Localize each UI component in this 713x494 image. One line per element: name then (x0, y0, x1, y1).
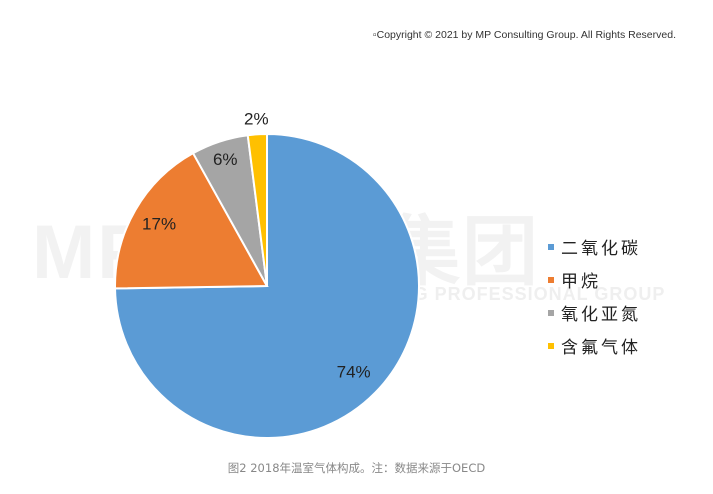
legend-label-n2o: 氧化亚氮 (561, 305, 641, 325)
data-label-fgas: 2% (244, 109, 269, 128)
legend-swatch-n2o (548, 309, 554, 316)
data-label-co2: 74% (337, 362, 371, 381)
legend-item-n2o: 氧化亚氮 (548, 296, 641, 329)
legend-swatch-fgas (548, 342, 554, 349)
legend-swatch-co2 (548, 243, 554, 250)
legend-item-methane: 甲烷 (548, 263, 641, 296)
data-label-methane: 17% (142, 215, 176, 234)
legend-item-fgas: 含氟气体 (548, 329, 641, 362)
legend-item-co2: 二氧化碳 (548, 230, 641, 263)
legend-swatch-methane (548, 276, 554, 283)
pie-slice-fgas (246, 132, 268, 287)
legend-label-methane: 甲烷 (561, 272, 601, 292)
figure-caption: 图2 2018年温室气体构成。注：数据来源于OECD (227, 461, 486, 475)
legend-label-co2: 二氧化碳 (561, 239, 641, 259)
data-label-n2o: 6% (213, 150, 238, 169)
pie-slice-methane (114, 151, 269, 290)
chart-legend: 二氧化碳 甲烷 氧化亚氮 含氟气体 (548, 230, 641, 362)
pie-slice-co2 (114, 132, 420, 439)
legend-label-fgas: 含氟气体 (561, 338, 641, 358)
copyright-notice: ▫Copyright © 2021 by MP Consulting Group… (372, 29, 676, 41)
